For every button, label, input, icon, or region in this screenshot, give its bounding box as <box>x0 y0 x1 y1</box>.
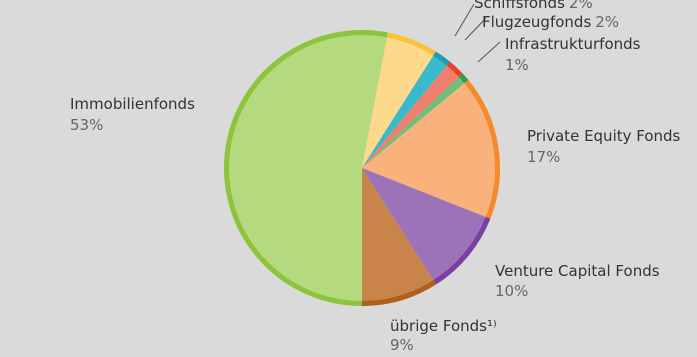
pie-slice <box>362 51 450 169</box>
slice-rim <box>433 216 491 285</box>
category-name: Private Equity Fonds <box>527 127 681 145</box>
category-name: Immobilienfonds <box>70 95 195 113</box>
slice-rim <box>386 32 436 56</box>
pie-slice <box>362 168 436 306</box>
value-label: 9% <box>390 336 414 354</box>
category-name: Flugzeugfonds <box>482 13 591 31</box>
slice-rim <box>464 80 500 219</box>
pie-slice <box>362 73 469 168</box>
value-label: 2% <box>595 13 619 31</box>
category-name: Infrastrukturfonds <box>505 35 641 53</box>
leader-line <box>477 41 501 63</box>
pie-slice <box>362 80 501 219</box>
leader-line <box>464 17 487 41</box>
category-name: Schiffsfonds <box>474 0 565 12</box>
slice-label: Infrastrukturfonds <box>505 35 641 53</box>
pie-slice <box>223 30 388 307</box>
value-label: 53% <box>70 116 103 134</box>
slice-rim <box>361 280 436 306</box>
pie-slice <box>362 32 436 168</box>
slice-label: Flugzeugfonds 2% <box>482 13 619 31</box>
value-label: 17% <box>527 148 560 166</box>
category-name: übrige Fonds¹⁾ <box>390 317 497 335</box>
value-label: 10% <box>495 282 528 300</box>
slice-label: Private Equity Fonds <box>527 127 681 145</box>
slice-label: Venture Capital Fonds <box>495 262 660 280</box>
leader-line <box>454 3 475 37</box>
slice-rim <box>224 30 388 306</box>
slice-rim <box>458 73 469 84</box>
slice-rim <box>446 61 463 77</box>
slice-label: Schiffsfonds 2% <box>474 0 593 12</box>
pie-slice <box>362 61 463 168</box>
category-name: Venture Capital Fonds <box>495 262 660 280</box>
slice-label: übrige Fonds¹⁾ <box>390 317 497 335</box>
value-label: 2% <box>569 0 593 12</box>
slice-label: Immobilienfonds <box>70 95 195 113</box>
slice-rim <box>433 51 450 66</box>
pie-slice <box>362 168 491 285</box>
value-label: 1% <box>505 56 529 74</box>
